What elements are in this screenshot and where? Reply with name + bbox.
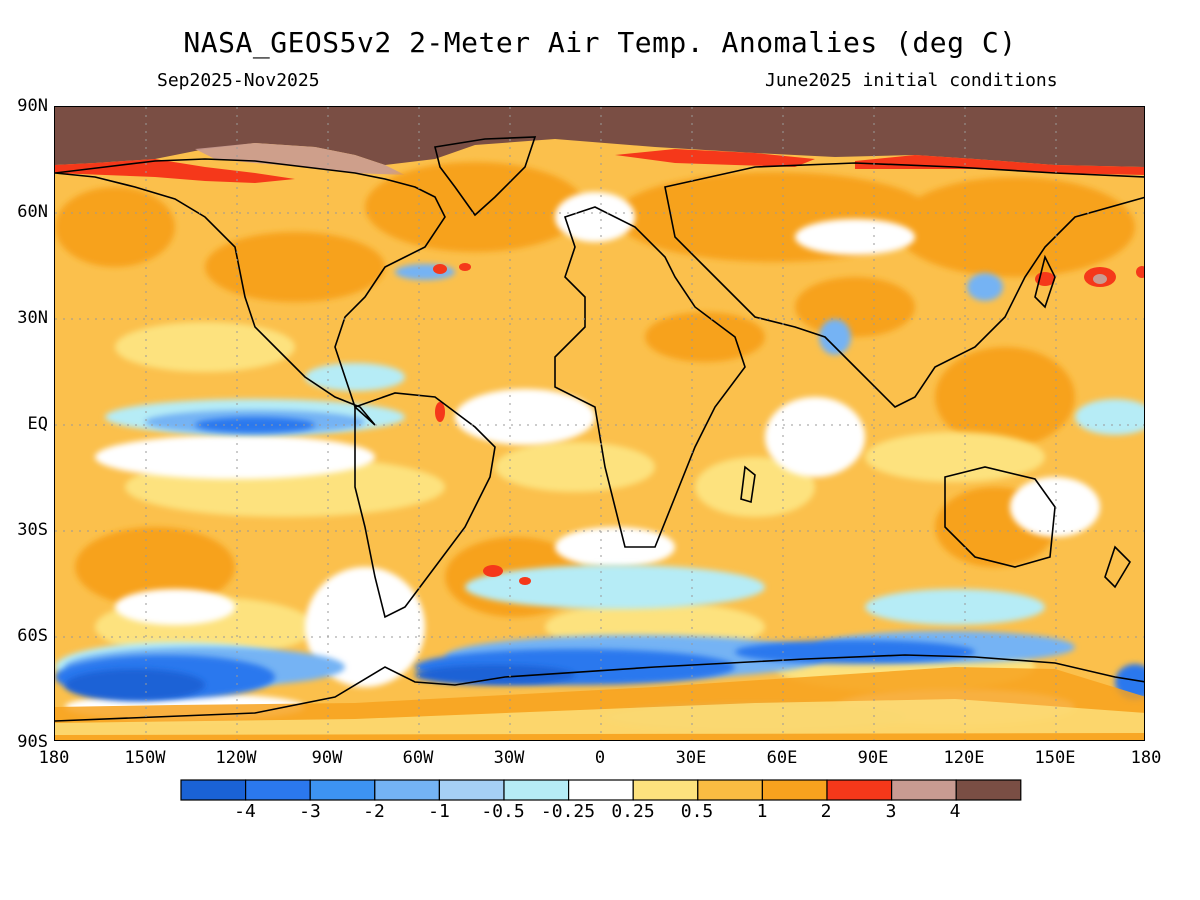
lon-label-150e: 150E — [1034, 748, 1076, 768]
europe-africa-coast — [554, 206, 746, 548]
lon-label-150w: 150W — [124, 748, 166, 768]
lat-label-90n: 90N — [17, 96, 48, 116]
lat-label-30s: 30S — [17, 520, 48, 540]
coastlines — [55, 136, 1144, 722]
asia-coast — [664, 162, 1144, 408]
colorbar-label-minus1: -1 — [428, 801, 450, 822]
lat-label-eq: EQ — [27, 414, 48, 434]
antarctica-light-band — [55, 699, 1144, 735]
japan-coast — [1034, 254, 1056, 309]
lat-label-60n: 60N — [17, 202, 48, 222]
gridlines — [55, 107, 1144, 740]
lon-label-90e: 90E — [857, 748, 889, 768]
colorbar-label-0-5: 0.5 — [680, 801, 714, 822]
north-america-coast — [55, 158, 446, 426]
new-zealand-coast — [1104, 545, 1132, 589]
colorbar-label-2: 2 — [820, 801, 832, 822]
lon-label-120e: 120E — [943, 748, 985, 768]
madagascar-coast — [740, 465, 756, 504]
colorbar-swatch-6 — [568, 779, 634, 801]
lon-label-90w: 90W — [311, 748, 343, 768]
colorbar-label-1: 1 — [756, 801, 768, 822]
colorbar-label-minus0-25: -0.25 — [540, 801, 596, 822]
colorbar-label-minus0-5: -0.5 — [481, 801, 525, 822]
colorbar-swatch-5 — [503, 779, 570, 801]
lat-label-60s: 60S — [17, 626, 48, 646]
colorbar-label-4: 4 — [949, 801, 961, 822]
arctic-pink-band — [195, 143, 405, 175]
colorbar-label-minus4: -4 — [234, 801, 256, 822]
colorbar-swatch-7 — [632, 779, 699, 801]
cool-deep-regions — [65, 665, 575, 701]
colorbar-swatch-2 — [309, 779, 376, 801]
lat-label-30n: 30N — [17, 308, 48, 328]
colorbar-label-3: 3 — [885, 801, 897, 822]
lon-label-30e: 30E — [675, 748, 707, 768]
australia-coast — [944, 466, 1056, 568]
hotspot-pink-core — [1093, 274, 1107, 284]
colorbar-swatch-10 — [826, 779, 893, 801]
lon-label-0: 0 — [594, 748, 606, 768]
colorbar-label-minus3: -3 — [299, 801, 321, 822]
arctic-anomaly-cap — [55, 107, 1144, 167]
arctic-red-band-siberia — [615, 149, 815, 167]
lon-label-60w: 60W — [402, 748, 434, 768]
colorbar-swatch-4 — [438, 779, 505, 801]
temperature-anomaly-map — [55, 107, 1144, 740]
colorbar-label-0-25: 0.25 — [611, 801, 655, 822]
chart-title: NASA_GEOS5v2 2-Meter Air Temp. Anomalies… — [183, 26, 1017, 59]
colorbar-swatch-12 — [955, 779, 1022, 801]
lon-label-60e: 60E — [766, 748, 798, 768]
lat-label-90s: 90S — [17, 732, 48, 752]
lon-label-180w: 180 — [38, 748, 70, 768]
colorbar-swatch-9 — [761, 779, 828, 801]
forecast-period: Sep2025-Nov2025 — [157, 70, 320, 91]
colorbar-swatch-0 — [180, 779, 247, 801]
colorbar-swatch-3 — [374, 779, 441, 801]
colorbar-swatch-11 — [890, 779, 957, 801]
colorbar-swatch-8 — [697, 779, 763, 801]
initial-conditions: June2025 initial conditions — [765, 70, 1058, 91]
arctic-red-band-east — [855, 155, 1144, 175]
colorbar-swatch-1 — [244, 779, 311, 801]
greenland-coast — [434, 136, 537, 217]
map-plot-area — [54, 106, 1145, 741]
lon-label-30w: 30W — [493, 748, 525, 768]
lon-label-120w: 120W — [215, 748, 257, 768]
south-america-coast — [354, 392, 496, 619]
colorbar-label-minus2: -2 — [363, 801, 385, 822]
colorbar — [180, 779, 1022, 801]
antarctica-coast — [55, 654, 1144, 722]
lon-label-180e: 180 — [1130, 748, 1162, 768]
